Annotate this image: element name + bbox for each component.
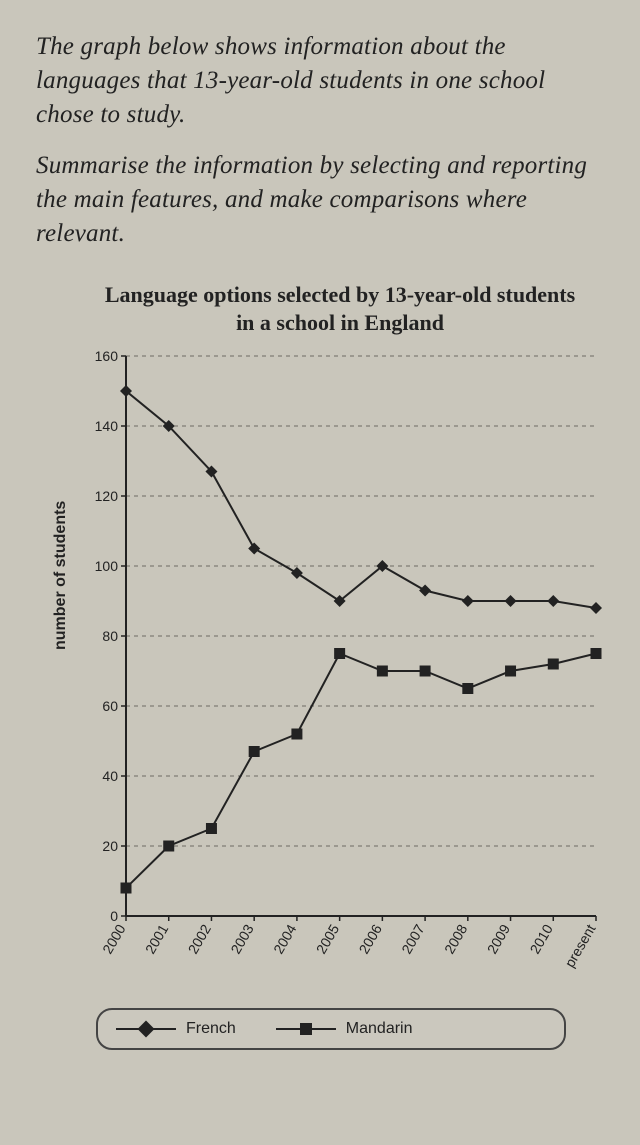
svg-text:2004: 2004 (270, 921, 300, 956)
y-axis-label: number of students (52, 500, 70, 649)
line-chart: 0204060801001201401602000200120022003200… (76, 350, 606, 990)
svg-text:2000: 2000 (99, 921, 129, 956)
svg-text:2009: 2009 (484, 921, 514, 956)
svg-text:120: 120 (95, 488, 119, 504)
svg-text:2005: 2005 (313, 921, 343, 956)
svg-text:40: 40 (102, 768, 118, 784)
legend-item-mandarin: Mandarin (276, 1020, 413, 1038)
svg-text:160: 160 (95, 350, 119, 364)
task-paragraph-1: The graph below shows information about … (36, 30, 604, 131)
svg-text:2002: 2002 (185, 921, 215, 956)
chart-title: Language options selected by 13-year-old… (96, 281, 584, 338)
svg-text:present: present (561, 921, 598, 970)
svg-text:2010: 2010 (526, 921, 556, 956)
legend-label-french: French (186, 1020, 236, 1038)
legend-marker-french (116, 1028, 176, 1030)
svg-text:2006: 2006 (356, 921, 386, 956)
legend-marker-mandarin (276, 1028, 336, 1030)
svg-text:140: 140 (95, 418, 119, 434)
legend: French Mandarin (96, 1008, 566, 1050)
svg-text:20: 20 (102, 838, 118, 854)
svg-text:100: 100 (95, 558, 119, 574)
svg-text:80: 80 (102, 628, 118, 644)
svg-text:2007: 2007 (398, 921, 428, 956)
legend-label-mandarin: Mandarin (346, 1020, 413, 1038)
svg-text:2008: 2008 (441, 921, 471, 956)
svg-text:60: 60 (102, 698, 118, 714)
task-paragraph-2: Summarise the information by selecting a… (36, 149, 604, 250)
legend-item-french: French (116, 1020, 236, 1038)
svg-text:2003: 2003 (227, 921, 257, 956)
svg-text:2001: 2001 (142, 921, 172, 956)
chart-container: number of students 020406080100120140160… (76, 350, 604, 990)
